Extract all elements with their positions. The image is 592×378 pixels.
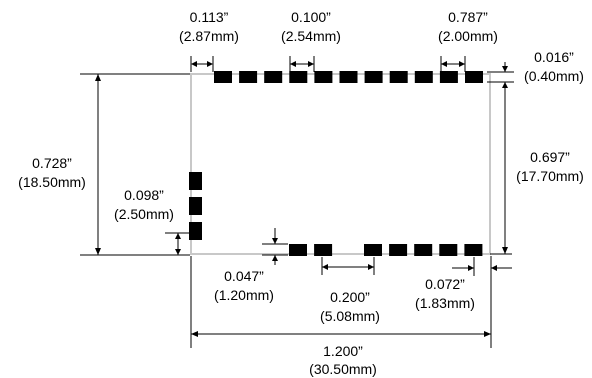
total-height-mm-label: (18.50mm) xyxy=(18,174,86,190)
inner-height-dimension xyxy=(490,81,512,255)
bottom-edge-gap-dimension xyxy=(262,228,288,265)
total-width-dimension xyxy=(190,256,492,348)
top-pad xyxy=(314,71,333,83)
bottom-left-pad xyxy=(314,244,333,256)
top-right-mm-label: (2.00mm) xyxy=(438,28,498,44)
side-pad-offset-mm-label: (2.50mm) xyxy=(114,206,174,222)
total-height-dimension xyxy=(80,73,190,256)
top-pad xyxy=(439,71,458,83)
left-margin-dimension xyxy=(190,56,214,72)
bottom-right-pad xyxy=(389,244,408,256)
total-width-mm-label: (30.50mm) xyxy=(309,361,377,377)
top-edge-gap-mm-label: (0.40mm) xyxy=(524,68,584,84)
bottom-right-pad xyxy=(414,244,433,256)
pad-pitch-inch-label: 0.100” xyxy=(291,9,331,25)
top-pad xyxy=(414,71,433,83)
top-pad xyxy=(289,71,308,83)
left-pad xyxy=(189,172,202,190)
bottom-right-pad-group xyxy=(364,244,483,256)
bottom-right-pad xyxy=(439,244,458,256)
bottom-right-gap-dimension xyxy=(452,257,512,276)
side-pad-offset-inch-label: 0.098” xyxy=(124,187,164,203)
left-pad-column xyxy=(189,172,202,240)
inner-height-inch-label: 0.697” xyxy=(530,149,570,165)
top-pad xyxy=(389,71,408,83)
top-pad xyxy=(239,71,258,83)
left-margin-inch-label: 0.113” xyxy=(190,9,229,25)
bottom-pad-span-inch-label: 0.200” xyxy=(330,289,370,305)
bottom-edge-gap-inch-label: 0.047” xyxy=(224,268,264,284)
bottom-right-pad xyxy=(364,244,382,256)
bottom-pad-span-dimension xyxy=(321,257,375,275)
side-pad-offset-dimension xyxy=(165,232,189,256)
top-right-inch-label: 0.787” xyxy=(448,9,488,25)
inner-height-mm-label: (17.70mm) xyxy=(516,168,584,184)
bottom-right-gap-mm-label: (1.83mm) xyxy=(415,295,475,311)
bottom-left-pad xyxy=(289,244,307,256)
left-margin-mm-label: (2.87mm) xyxy=(179,28,239,44)
bottom-right-pad xyxy=(464,244,483,256)
top-pad xyxy=(339,71,358,83)
top-pad-row xyxy=(214,71,483,83)
bottom-edge-gap-mm-label: (1.20mm) xyxy=(214,287,274,303)
top-edge-gap-inch-label: 0.016” xyxy=(534,49,574,65)
top-pad xyxy=(264,71,283,83)
bottom-pad-span-mm-label: (5.08mm) xyxy=(320,308,380,324)
board-outline xyxy=(190,73,491,255)
left-pad xyxy=(189,222,202,240)
total-height-inch-label: 0.728” xyxy=(32,155,72,171)
pad-pitch-dimension xyxy=(289,56,315,72)
total-width-inch-label: 1.200” xyxy=(323,343,363,359)
top-right-dimension xyxy=(440,56,466,72)
bottom-left-pad-group xyxy=(289,244,333,256)
left-pad xyxy=(189,197,202,215)
top-pad xyxy=(364,71,383,83)
bottom-right-gap-inch-label: 0.072” xyxy=(425,276,465,292)
top-pad xyxy=(465,71,483,83)
top-edge-gap-dimension xyxy=(487,62,514,90)
pad-pitch-mm-label: (2.54mm) xyxy=(281,28,341,44)
top-pad xyxy=(214,71,232,83)
